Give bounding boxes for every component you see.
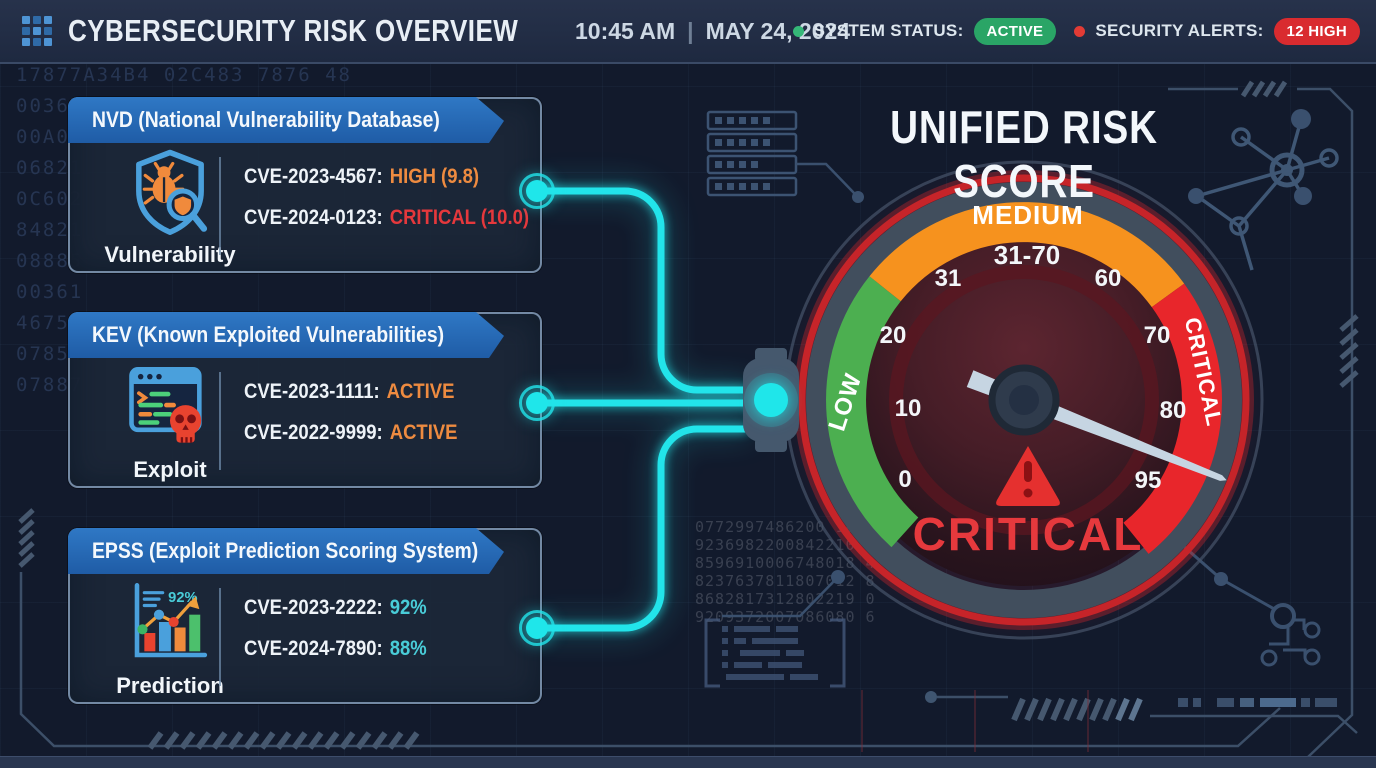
tick-10: 10 bbox=[895, 395, 922, 422]
frame-lines bbox=[19, 87, 1358, 758]
panel-divider bbox=[219, 157, 221, 255]
panel-epss: EPSS (Exploit Prediction Scoring System)… bbox=[68, 528, 542, 704]
tick-80: 80 bbox=[1160, 397, 1187, 424]
datetime-divider: | bbox=[687, 17, 694, 44]
alerts-dot-icon bbox=[1074, 25, 1086, 37]
cve-entry: CVE-2024-0123: CRITICAL (10.0) bbox=[244, 206, 530, 229]
prediction-chart-icon: 92% bbox=[134, 583, 208, 658]
security-alerts-label: SECURITY ALERTS: bbox=[1095, 21, 1264, 40]
tether-line bbox=[722, 570, 845, 618]
gauge-zone-low bbox=[826, 276, 919, 548]
panel-kev-icon-label: Exploit bbox=[133, 457, 207, 482]
tick-95: 95 bbox=[1135, 467, 1162, 494]
panel-nvd: NVD (National Vulnerability Database) Vu… bbox=[68, 97, 542, 273]
tick-0: 0 bbox=[898, 466, 911, 493]
epss-connector-dot bbox=[519, 610, 555, 646]
panel-kev-banner: KEV (Known Exploited Vulnerabilities) bbox=[68, 312, 504, 358]
datetime: 10:45 AM | MAY 24, 2024 bbox=[575, 0, 850, 62]
panel-nvd-icon-label: Vulnerability bbox=[104, 242, 236, 267]
panel-epss-entries: CVE-2023-2222: 92% CVE-2024-7890: 88% bbox=[244, 596, 452, 661]
panel-nvd-banner: NVD (National Vulnerability Database) bbox=[68, 97, 504, 143]
kev-connector-dot bbox=[519, 385, 555, 421]
panel-kev-iconwrap: Exploit bbox=[94, 362, 246, 483]
gauge-zone-medium bbox=[869, 202, 1185, 308]
gauge-bezel bbox=[806, 182, 1242, 618]
time-text: 10:45 AM bbox=[575, 17, 676, 44]
cve-entry: CVE-2024-7890: 88% bbox=[244, 637, 427, 660]
system-status-label: SYSTEM STATUS: bbox=[813, 21, 964, 40]
system-status-dot-icon bbox=[792, 25, 804, 37]
header-bar: CYBERSECURITY RISK OVERVIEW 10:45 AM | M… bbox=[0, 0, 1376, 64]
network-cluster-top-icon bbox=[1188, 109, 1339, 271]
segment-bar bbox=[1178, 698, 1337, 707]
panel-divider bbox=[219, 588, 221, 686]
connector-nvd bbox=[533, 187, 749, 394]
gauge-inner-ring bbox=[889, 265, 1159, 535]
system-status-badge: ACTIVE bbox=[973, 17, 1057, 45]
warning-icon bbox=[996, 446, 1060, 506]
app-grid-icon bbox=[22, 16, 52, 46]
medium-range-label: 31-70 bbox=[994, 240, 1061, 270]
server-rack-icon bbox=[706, 110, 864, 203]
gauge-status-text: CRITICAL bbox=[913, 508, 1144, 560]
panel-nvd-entries: CVE-2023-4567: HIGH (9.8) CVE-2024-0123: C… bbox=[244, 165, 568, 230]
status-area: SYSTEM STATUS: ACTIVE SECURITY ALERTS: 1… bbox=[792, 0, 1360, 62]
date-text: MAY 24, 2024 bbox=[705, 17, 851, 44]
cve-entry: CVE-2023-1111: ACTIVE bbox=[244, 380, 455, 403]
skull-icon bbox=[170, 405, 202, 443]
panel-kev-entries: CVE-2023-1111: ACTIVE CVE-2022-9999: ACTIV… bbox=[244, 380, 487, 445]
nvd-connector-dot bbox=[519, 173, 555, 209]
panel-divider bbox=[219, 372, 221, 470]
panel-epss-iconwrap: 92% Prediction bbox=[94, 578, 246, 699]
page-title: CYBERSECURITY RISK OVERVIEW bbox=[68, 13, 519, 48]
maroon-ticks bbox=[861, 690, 1089, 752]
hazard-stripes bbox=[18, 80, 1359, 750]
cve-entry: CVE-2023-2222: 92% bbox=[244, 596, 427, 619]
panel-epss-icon-label: Prediction bbox=[116, 673, 224, 698]
cve-entry: CVE-2023-4567: HIGH (9.8) bbox=[244, 165, 480, 188]
browser-skull-icon bbox=[129, 367, 202, 443]
gauge-zone-critical bbox=[1123, 283, 1222, 554]
panel-nvd-iconwrap: Vulnerability bbox=[94, 147, 246, 268]
tick-31: 31 bbox=[935, 265, 962, 292]
cve-entry: CVE-2022-9999: ACTIVE bbox=[244, 421, 458, 444]
security-alerts-badge: 12 HIGH bbox=[1273, 17, 1360, 45]
gauge-title: UNIFIED RISK SCORE bbox=[890, 101, 1158, 207]
panel-epss-banner: EPSS (Exploit Prediction Scoring System) bbox=[68, 528, 504, 574]
tick-20: 20 bbox=[880, 322, 907, 349]
background-hex-left: 17877A34B4 02C483 7876 48 0036B 00A00 06… bbox=[16, 64, 352, 396]
code-block-icon bbox=[704, 618, 846, 688]
shield-bug-magnifier-icon bbox=[136, 149, 208, 235]
hub-dot bbox=[754, 383, 788, 417]
connector-epss bbox=[533, 425, 749, 632]
tick-70: 70 bbox=[1144, 322, 1171, 349]
tick-60: 60 bbox=[1095, 265, 1122, 292]
risk-gauge: 0 10 20 31 60 70 80 95 31-70 MEDIUM LOW … bbox=[784, 160, 1264, 640]
zone-label-medium: MEDIUM bbox=[972, 200, 1083, 230]
bottom-strip bbox=[0, 756, 1376, 768]
